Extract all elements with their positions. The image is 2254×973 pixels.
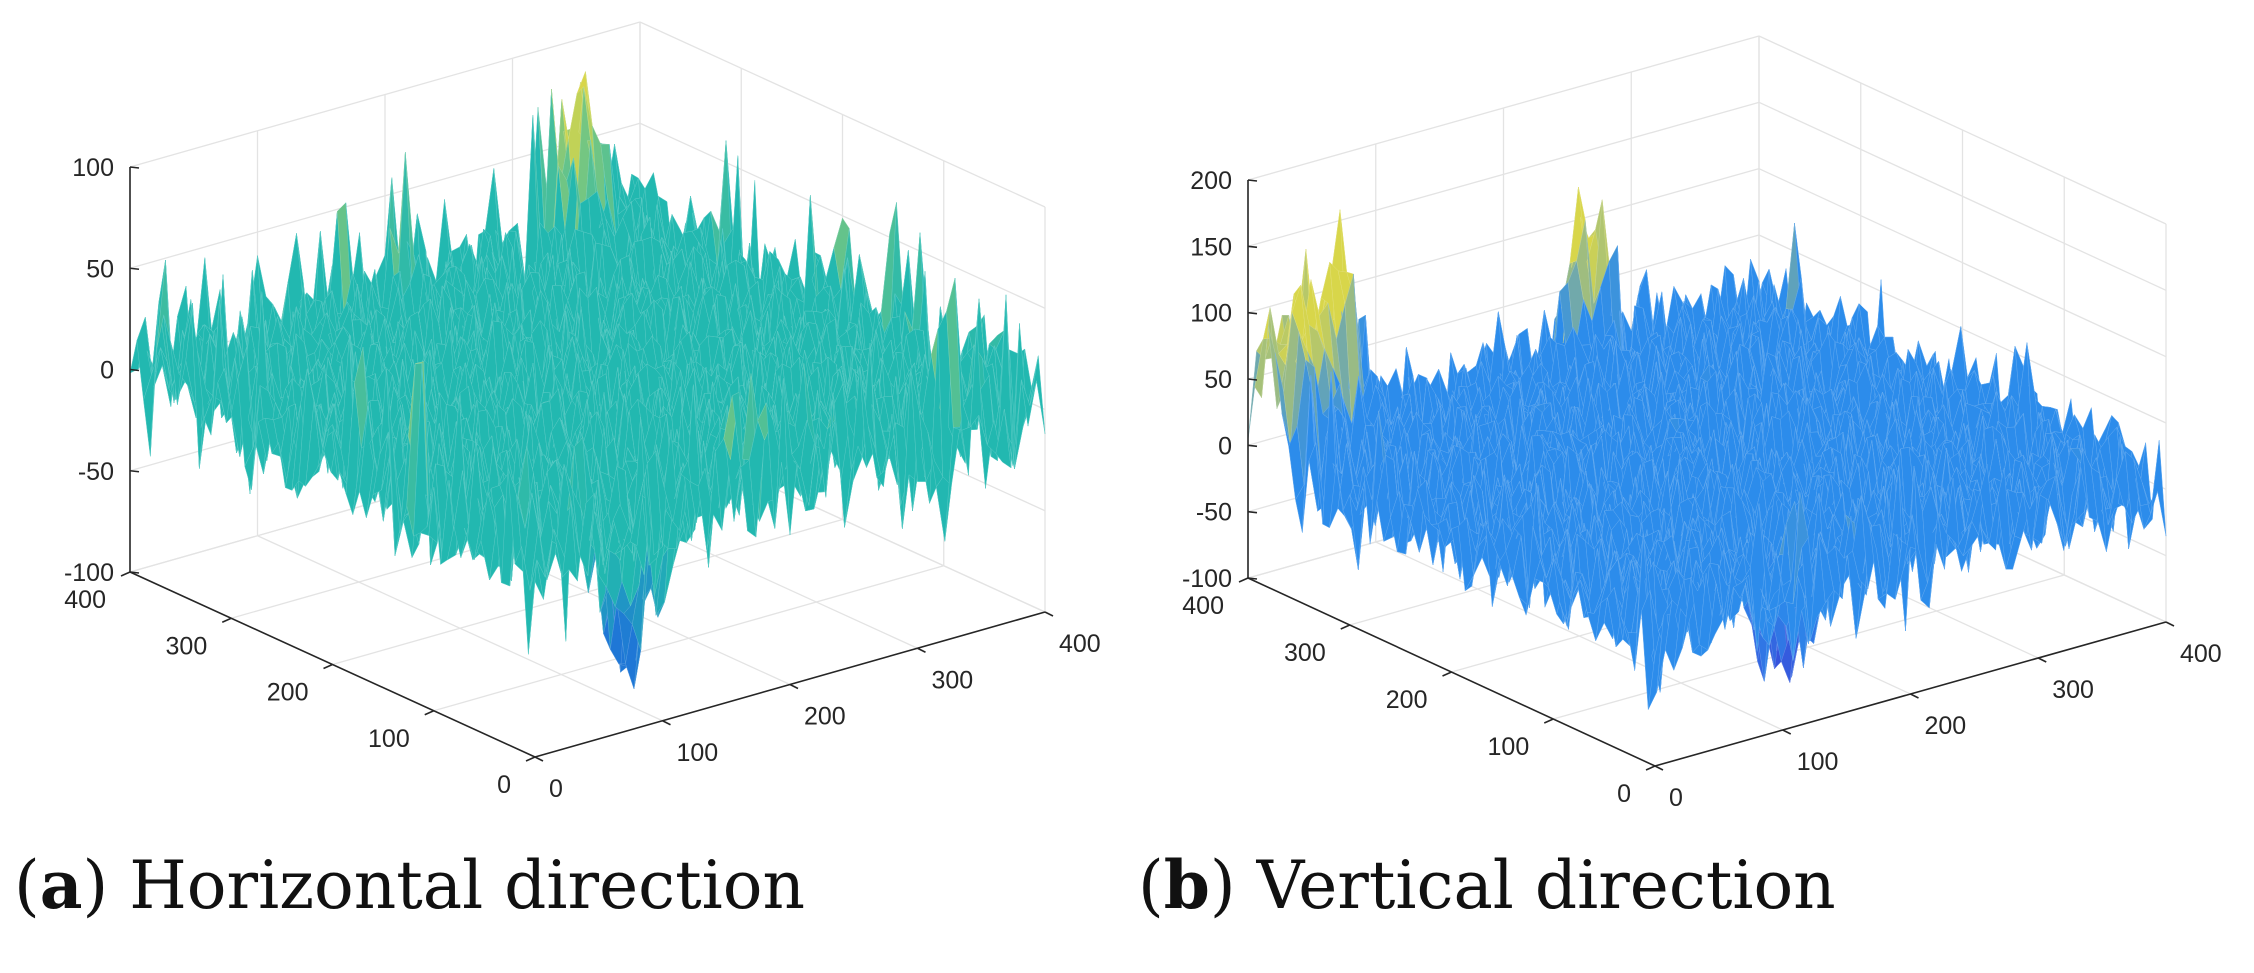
z-tick-mark — [129, 166, 140, 169]
z-tick-mark — [129, 368, 140, 372]
surface — [1247, 186, 2167, 711]
floor-grid-y — [332, 518, 843, 666]
y-tick-mark — [120, 571, 131, 577]
x-tick-mark — [1044, 611, 1054, 617]
z-tick-mark — [129, 267, 140, 271]
y-tick-label: 200 — [267, 679, 309, 707]
y-tick-label: 0 — [497, 771, 511, 799]
y-tick-mark — [221, 617, 232, 623]
y-tick-label: 400 — [64, 586, 106, 614]
x-tick-label: 100 — [677, 739, 719, 767]
x-tick-label: 200 — [804, 703, 846, 731]
y-tick-mark — [323, 663, 333, 670]
surface — [129, 71, 1046, 689]
x-tick-mark — [534, 756, 544, 762]
x-tick-mark — [662, 720, 671, 726]
wall-grid-z — [639, 21, 1046, 208]
surface-cell — [1029, 355, 1046, 434]
x-tick-label: 400 — [1059, 630, 1101, 658]
x-tick-label: 300 — [932, 666, 974, 694]
panel-b-surface-plot: 01002003004000100200300400-100-500501001… — [1182, 35, 2222, 812]
x-tick-label: 0 — [549, 775, 563, 803]
y-tick-label: 300 — [166, 632, 208, 660]
z-tick-label: 0 — [100, 357, 114, 385]
z-tick-mark — [129, 469, 140, 473]
z-tick-label: -50 — [78, 458, 114, 486]
z-tick-label: 100 — [72, 154, 114, 182]
wall-grid-z — [639, 122, 1046, 309]
floor-grid-y — [433, 565, 944, 712]
y-tick-label: 100 — [368, 725, 410, 753]
z-tick-mark — [129, 571, 140, 574]
y-tick-mark — [525, 756, 536, 762]
z-tick-label: -100 — [64, 559, 114, 587]
x-tick-mark — [789, 683, 799, 690]
z-tick-label: 50 — [86, 255, 114, 283]
wall-grid-z — [129, 21, 641, 168]
y-tick-mark — [424, 710, 435, 716]
x-tick-mark — [917, 647, 926, 653]
